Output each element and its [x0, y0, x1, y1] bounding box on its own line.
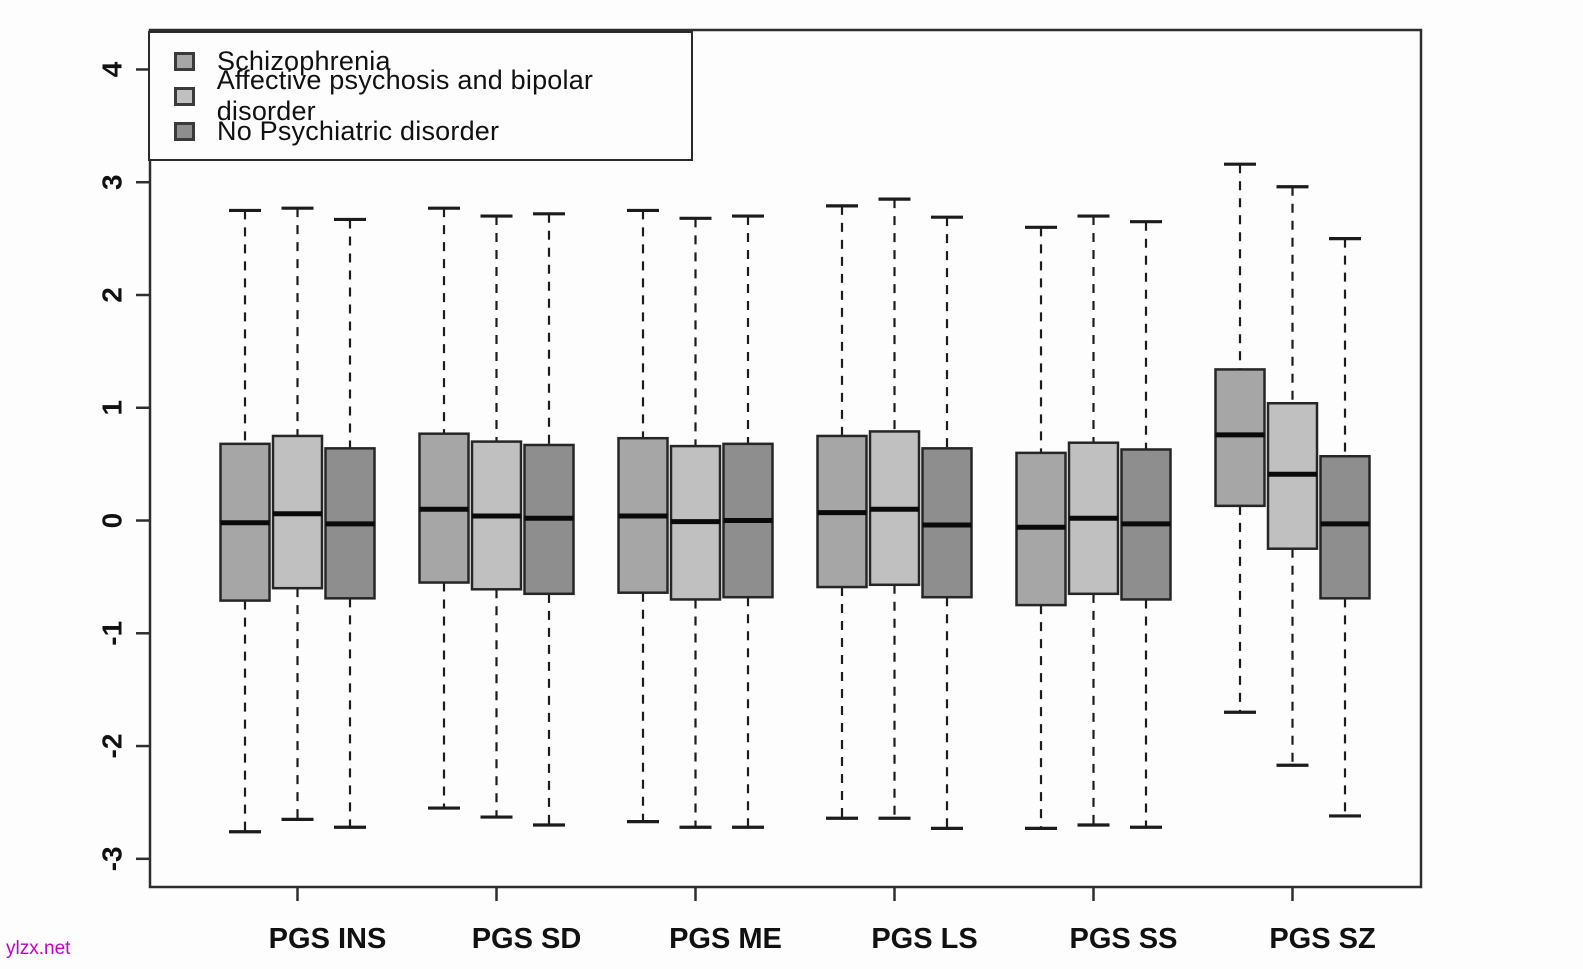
y-tick-label: 0 [97, 513, 128, 529]
x-tick-label: PGS ME [669, 923, 782, 955]
legend-item: Schizophrenia [174, 45, 691, 76]
y-tick-label: 4 [97, 61, 128, 77]
x-tick-label: PGS SD [472, 923, 582, 955]
y-tick-label: -2 [97, 734, 128, 759]
box [1319, 454, 1371, 600]
plot-frame [148, 28, 1423, 889]
legend-swatch-none [174, 121, 195, 141]
x-tick-label: PGS INS [269, 923, 387, 955]
legend-item: No Psychiatric disorder [174, 115, 691, 146]
x-tick-label: PGS SS [1070, 923, 1178, 955]
y-tick-label: -1 [97, 621, 128, 646]
y-tick-label: 1 [97, 400, 128, 416]
legend-label: No Psychiatric disorder [217, 115, 500, 146]
y-tick-label: 2 [97, 287, 128, 303]
x-tick-label: PGS SZ [1269, 923, 1375, 955]
legend: Schizophrenia Affective psychosis and bi… [148, 31, 693, 161]
y-tick-label: -3 [97, 846, 128, 871]
y-tick-label: 3 [97, 174, 128, 190]
x-tick-label: PGS LS [871, 923, 977, 955]
legend-item: Affective psychosis and bipolar disorder [174, 65, 691, 126]
legend-swatch-affective [174, 86, 195, 106]
box [1214, 368, 1266, 508]
legend-swatch-schizophrenia [174, 51, 195, 71]
legend-label: Affective psychosis and bipolar disorder [216, 65, 594, 126]
legend-label: Schizophrenia [217, 45, 391, 76]
watermark: ylzx.net [6, 938, 71, 959]
